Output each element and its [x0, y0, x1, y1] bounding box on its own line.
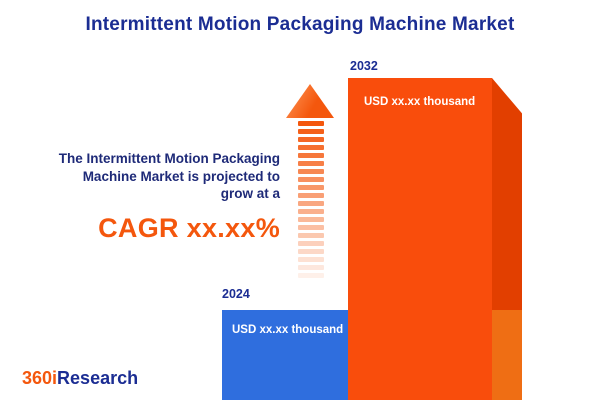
arrow-dash — [298, 153, 324, 158]
arrow-dash — [298, 121, 324, 126]
bar-2024-year-label: 2024 — [222, 287, 250, 301]
arrow-dash — [298, 265, 324, 270]
growth-arrow-head-icon — [286, 84, 334, 118]
arrow-dash — [298, 233, 324, 238]
bar-2032-front-face — [348, 78, 492, 400]
bar-2024-front-face — [222, 310, 370, 400]
arrow-dash — [298, 225, 324, 230]
annotation-block: The Intermittent Motion Packaging Machin… — [8, 150, 280, 246]
arrow-dash — [298, 193, 324, 198]
logo-part-navy: Research — [57, 368, 139, 388]
arrow-dash — [298, 249, 324, 254]
annotation-line-2: Machine Market is projected to — [82, 168, 280, 184]
cagr-value: CAGR xx.xx% — [98, 212, 280, 243]
logo: 360iResearch — [22, 368, 138, 389]
arrow-dash — [298, 241, 324, 246]
arrow-dash — [298, 257, 324, 262]
arrow-dash — [298, 201, 324, 206]
bar-2032-side-face — [492, 78, 522, 400]
logo-part-orange: 360i — [22, 368, 58, 388]
arrow-dash — [298, 177, 324, 182]
bar-2032-value-label: USD xx.xx thousand — [364, 96, 476, 108]
arrow-dash — [298, 185, 324, 190]
bar-2024-value-label: USD xx.xx thousand — [232, 324, 344, 336]
arrow-dash — [298, 129, 324, 134]
arrow-dash — [298, 209, 324, 214]
arrow-dash — [298, 145, 324, 150]
annotation-line-1: The Intermittent Motion Packaging — [58, 151, 280, 166]
annotation-line-3: grow at a — [220, 186, 280, 202]
arrow-dash — [298, 169, 324, 174]
arrow-dash — [298, 161, 324, 166]
arrow-dash — [298, 137, 324, 142]
page-title: Intermittent Motion Packaging Machine Ma… — [85, 14, 515, 35]
arrow-dash — [298, 273, 324, 278]
growth-arrow-dashed-shaft — [298, 121, 324, 278]
arrow-dash — [298, 217, 324, 222]
bar-2032-year-label: 2032 — [350, 59, 378, 73]
